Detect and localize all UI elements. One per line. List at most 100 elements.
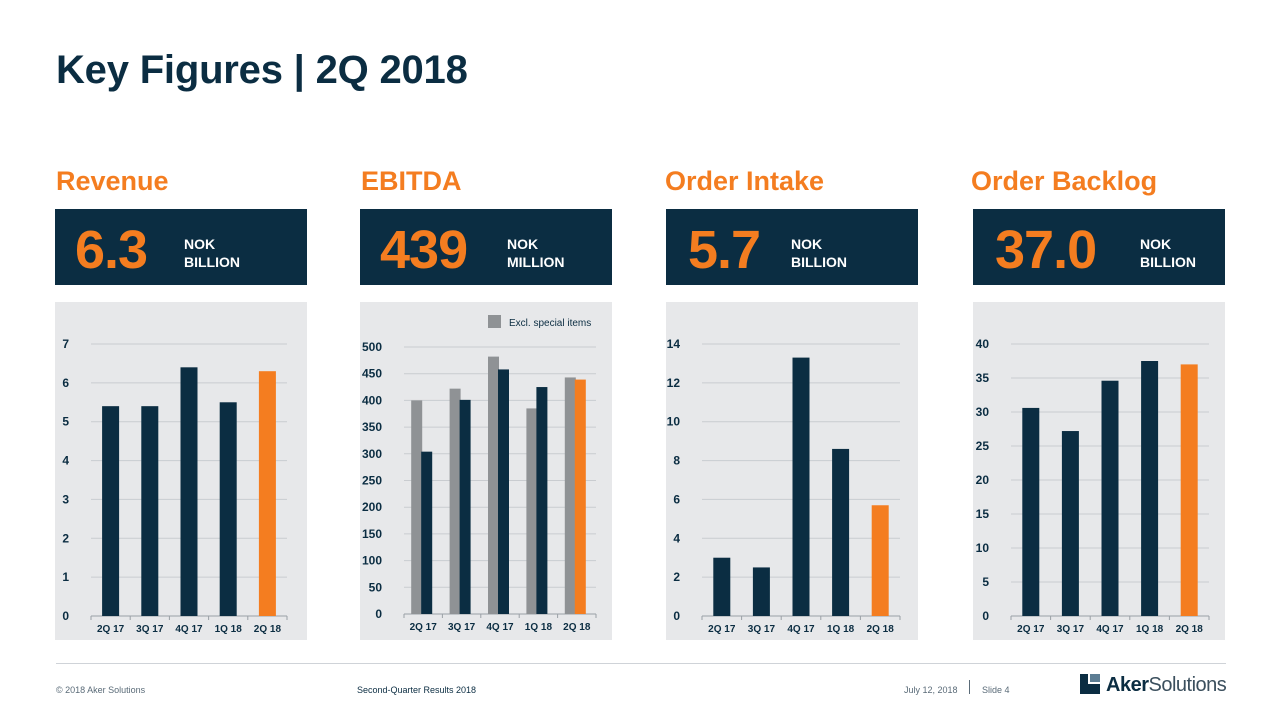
y-tick-label: 8 — [673, 454, 680, 468]
x-tick-label: 4Q 17 — [1096, 624, 1124, 635]
x-tick-label: 1Q 18 — [827, 624, 855, 635]
x-tick-label: 2Q 17 — [97, 624, 125, 635]
y-tick-label: 1 — [62, 570, 69, 584]
x-tick-label: 2Q 18 — [1176, 624, 1204, 635]
y-tick-label: 150 — [362, 527, 382, 541]
bar — [1101, 380, 1119, 616]
y-tick-label: 35 — [976, 371, 990, 385]
x-tick-label: 3Q 17 — [448, 622, 476, 633]
x-tick-label: 4Q 17 — [787, 624, 815, 635]
kpi-unit: NOK — [184, 236, 216, 252]
x-tick-label: 2Q 17 — [410, 622, 438, 633]
bar-excl-special-items — [526, 408, 538, 614]
bar — [871, 505, 889, 616]
bar-reported — [574, 379, 586, 614]
y-tick-label: 25 — [976, 439, 990, 453]
legend-swatch — [488, 315, 501, 328]
slide-title: Key Figures | 2Q 2018 — [56, 48, 468, 92]
kpi-unit-scale: MILLION — [507, 254, 565, 270]
y-tick-label: 0 — [375, 607, 382, 621]
kpi-box-order-backlog: 37.0 NOK BILLION — [973, 209, 1225, 285]
bar-excl-special-items — [411, 400, 423, 614]
bar-reported — [421, 451, 433, 614]
kpi-value: 439 — [380, 220, 468, 280]
bar — [141, 406, 159, 616]
y-tick-label: 10 — [976, 541, 990, 555]
y-tick-label: 4 — [673, 531, 680, 545]
x-tick-label: 1Q 18 — [1136, 624, 1164, 635]
bar — [713, 557, 731, 616]
aker-logo-icon — [1080, 674, 1100, 694]
footer-title: Second-Quarter Results 2018 — [357, 685, 477, 695]
y-tick-label: 400 — [362, 393, 382, 407]
x-tick-label: 4Q 17 — [486, 622, 514, 633]
x-tick-label: 2Q 18 — [867, 624, 895, 635]
y-tick-label: 250 — [362, 474, 382, 488]
panel-heading-order-intake: Order Intake — [665, 166, 825, 196]
order-intake-bar-chart: 0 2 4 6 8 10 12 14 2Q 17 3Q 17 4Q 17 1Q 18 2Q 18 — [667, 337, 901, 635]
kpi-unit: NOK — [1140, 236, 1172, 252]
x-tick-label: 3Q 17 — [1057, 624, 1085, 635]
footer-copyright: © 2018 Aker Solutions — [56, 685, 146, 695]
y-tick-label: 12 — [667, 376, 681, 390]
chart-order-intake: 0 2 4 6 8 10 12 14 2Q 17 3Q 17 4Q 17 1Q 18 2Q 18 — [666, 302, 918, 640]
kpi-unit-scale: BILLION — [184, 254, 240, 270]
kpi-unit-scale: BILLION — [791, 254, 847, 270]
kpi-unit-scale: BILLION — [1140, 254, 1196, 270]
chart-revenue: 0 1 2 3 4 5 6 7 2Q 17 3Q 17 4Q 17 1Q 18 2Q 18 — [55, 302, 307, 640]
y-tick-label: 6 — [62, 376, 69, 390]
revenue-bar-chart: 0 1 2 3 4 5 6 7 2Q 17 3Q 17 4Q 17 1Q 18 2Q 18 — [62, 337, 288, 635]
x-tick-label: 3Q 17 — [748, 624, 776, 635]
y-tick-label: 7 — [62, 337, 69, 351]
logo-wordmark-part1: Aker — [1106, 674, 1149, 696]
order-backlog-bar-chart: 0 5 10 15 20 25 30 35 40 2Q 17 3Q 17 4Q 17 1Q 18 2Q 1… — [976, 337, 1210, 635]
footer-slide-number: Slide 4 — [982, 685, 1010, 695]
x-tick-label: 1Q 18 — [215, 624, 243, 635]
y-tick-label: 3 — [62, 492, 69, 506]
bar — [1061, 431, 1079, 616]
x-tick-label: 1Q 18 — [525, 622, 553, 633]
y-tick-label: 300 — [362, 447, 382, 461]
y-tick-label: 5 — [982, 575, 989, 589]
y-tick-label: 0 — [62, 609, 69, 623]
y-tick-label: 0 — [982, 609, 989, 623]
y-tick-label: 14 — [667, 337, 681, 351]
x-tick-label: 2Q 18 — [563, 622, 591, 633]
kpi-box-revenue: 6.3 NOK BILLION — [55, 209, 307, 285]
bar-reported — [536, 387, 548, 614]
x-tick-label: 2Q 17 — [1017, 624, 1045, 635]
bar — [832, 448, 850, 616]
bar — [219, 402, 237, 616]
y-tick-label: 100 — [362, 554, 382, 568]
y-tick-label: 450 — [362, 367, 382, 381]
kpi-value: 5.7 — [688, 220, 761, 280]
chart-ebitda: 0 50 100 150 200 250 300 350 400 450 500 2Q 17 3Q 17… — [360, 302, 612, 640]
kpi-value: 6.3 — [75, 220, 148, 280]
x-tick-label: 4Q 17 — [175, 624, 203, 635]
bar-excl-special-items — [564, 377, 576, 614]
panel-heading-ebitda: EBITDA — [361, 166, 462, 196]
chart-order-backlog: 0 5 10 15 20 25 30 35 40 2Q 17 3Q 17 4Q 17 1Q 18 2Q 1… — [973, 302, 1225, 640]
bar — [102, 406, 120, 616]
y-tick-label: 200 — [362, 500, 382, 514]
footer-separator — [969, 680, 970, 694]
y-tick-label: 350 — [362, 420, 382, 434]
logo-wordmark-part2: Solutions — [1148, 674, 1227, 696]
y-tick-label: 500 — [362, 340, 382, 354]
bar — [792, 357, 810, 616]
kpi-unit: NOK — [507, 236, 539, 252]
kpi-unit: NOK — [791, 236, 823, 252]
footer-date: July 12, 2018 — [904, 685, 958, 695]
y-tick-label: 10 — [667, 415, 681, 429]
kpi-value: 37.0 — [995, 220, 1097, 280]
bar-reported — [459, 399, 471, 614]
panel-heading-revenue: Revenue — [56, 166, 169, 196]
y-tick-label: 2 — [673, 570, 680, 584]
bar — [1022, 407, 1040, 616]
footer-divider — [56, 663, 1226, 664]
y-tick-label: 30 — [976, 405, 990, 419]
x-tick-label: 2Q 17 — [708, 624, 736, 635]
kpi-box-ebitda: 439 NOK MILLION — [360, 209, 612, 285]
x-tick-label: 3Q 17 — [136, 624, 164, 635]
y-tick-label: 5 — [62, 415, 69, 429]
